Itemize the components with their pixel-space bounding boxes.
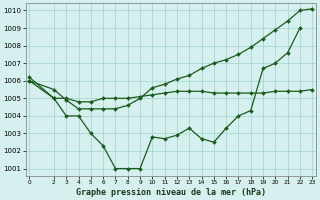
X-axis label: Graphe pression niveau de la mer (hPa): Graphe pression niveau de la mer (hPa) xyxy=(76,188,266,197)
